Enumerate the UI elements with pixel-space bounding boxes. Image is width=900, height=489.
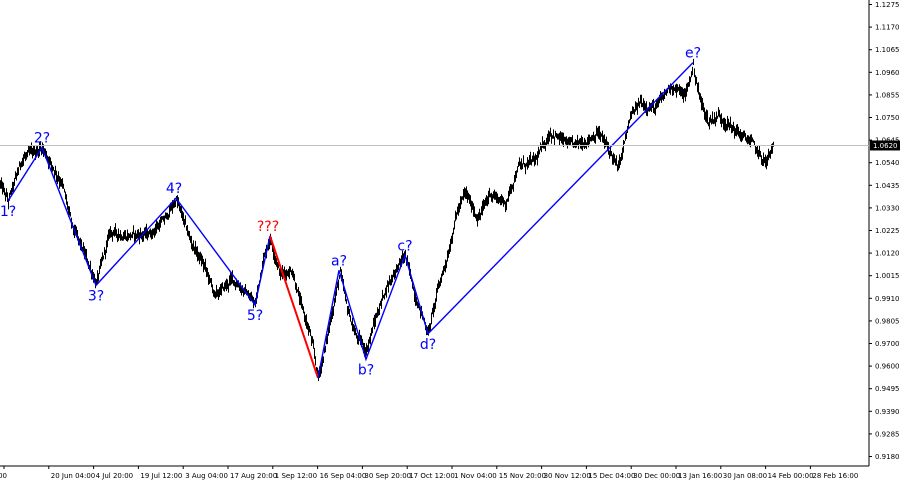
y-tick-label: 0.9700: [875, 340, 900, 348]
x-tick-label: 4 Jul 20:00: [96, 472, 134, 480]
wave-label: 4?: [166, 181, 182, 197]
wave-label: 3?: [88, 288, 104, 304]
y-tick-label: 1.0855: [875, 91, 900, 99]
x-tick-label: 20 Jun 04:00: [51, 472, 95, 480]
x-tick-label: 1 Nov 04:00: [454, 472, 497, 480]
wave-label: d?: [420, 337, 436, 353]
current-price-badge: [870, 140, 900, 151]
y-tick-label: 1.0435: [875, 182, 900, 190]
label-layer: 1? 2? 3? 4? 5???? a? b? c? d? e?: [0, 46, 701, 379]
x-tick-label: 15 Dec 04:00: [588, 472, 635, 480]
y-tick-label: 1.1275: [875, 1, 900, 9]
y-tick-label: 0.9600: [875, 363, 900, 371]
current-price-label: 1.0620: [873, 142, 898, 150]
x-tick-label: 1 Sep 12:00: [275, 472, 317, 480]
x-tick-label: 30 Nov 12:00: [544, 472, 591, 480]
y-tick-label: 1.0225: [875, 227, 900, 235]
x-tick-label: 28 Feb 16:00: [812, 472, 858, 480]
y-tick-label: 1.0750: [875, 114, 900, 122]
x-tick-label: 30 Jan 08:00: [723, 472, 767, 480]
x-tick-label: 17 Oct 12:00: [409, 472, 455, 480]
x-tick-label: 00: [0, 472, 7, 480]
wave-label: b?: [358, 362, 374, 378]
y-tick-label: 1.0120: [875, 250, 900, 258]
y-tick-label: 1.1065: [875, 46, 900, 54]
y-tick-label: 1.0330: [875, 204, 900, 212]
x-tick-label: 15 Nov 20:00: [499, 472, 546, 480]
y-tick-label: 0.9805: [875, 317, 900, 325]
y-tick-label: 1.0540: [875, 159, 900, 167]
wave-layer: [7, 62, 694, 379]
wave-label: 2?: [34, 131, 50, 147]
x-tick-label: 3 Aug 04:00: [185, 472, 228, 480]
y-tick-label: 0.9180: [875, 453, 900, 461]
wave-label: a?: [331, 253, 347, 269]
y-tick-label: 0.9390: [875, 408, 900, 416]
wave-line-0: [7, 146, 271, 307]
wave-label: 5?: [247, 308, 263, 324]
price-series: [0, 58, 774, 382]
wave-label: e?: [685, 46, 701, 62]
y-tick-label: 0.9285: [875, 430, 900, 438]
x-tick-label: 30 Dec 00:00: [633, 472, 680, 480]
y-tick-label: 0.9495: [875, 385, 900, 393]
x-tick-label: 14 Feb 00:00: [768, 472, 814, 480]
x-tick-label: 17 Aug 20:00: [230, 472, 277, 480]
wave-label: ???: [257, 219, 279, 235]
y-tick-label: 0.9910: [875, 295, 900, 303]
y-tick-label: 1.0015: [875, 272, 900, 280]
y-tick-label: 1.0960: [875, 69, 900, 77]
price-layer: [0, 58, 774, 382]
x-tick-label: 19 Jul 12:00: [140, 472, 182, 480]
wave-line-2: [317, 62, 694, 379]
x-tick-label: 30 Sep 20:00: [364, 472, 411, 480]
x-tick-label: 16 Sep 04:00: [320, 472, 367, 480]
wave-line-1: [269, 235, 319, 379]
wave-label: c?: [397, 238, 412, 254]
wave-label: 1?: [0, 204, 16, 220]
y-tick-label: 1.1170: [875, 24, 900, 32]
x-tick-label: 13 Jan 16:00: [678, 472, 722, 480]
